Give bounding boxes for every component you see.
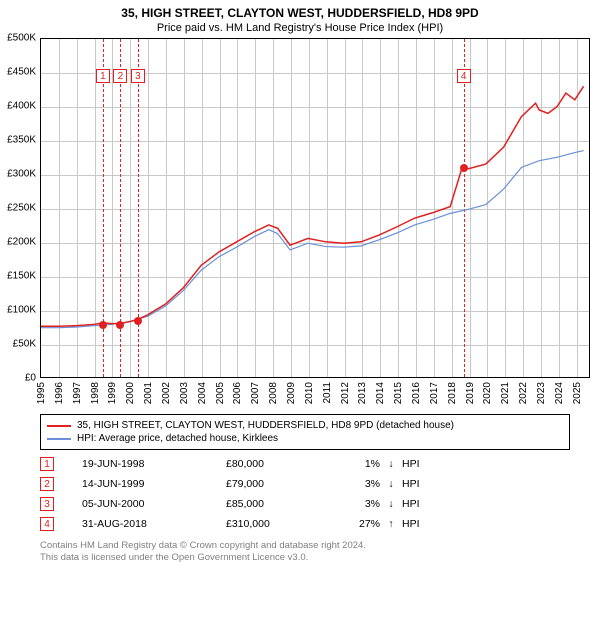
x-tick-label: 2005: [215, 382, 226, 404]
transaction-number: 1: [40, 457, 54, 471]
x-tick-label: 2014: [375, 382, 386, 404]
legend-swatch: [47, 438, 71, 440]
transactions-table: 1 19-JUN-1998 £80,000 1% ↓ HPI 2 14-JUN-1999 £79…: [40, 454, 570, 534]
x-tick-label: 2016: [411, 382, 422, 404]
x-tick-label: 2025: [572, 382, 583, 404]
transaction-row: 1 19-JUN-1998 £80,000 1% ↓ HPI: [40, 454, 570, 474]
series-price_paid: [41, 86, 584, 326]
x-tick-label: 2012: [340, 382, 351, 404]
y-tick-label: £450K: [7, 67, 36, 78]
x-tick-label: 2010: [304, 382, 315, 404]
x-tick-label: 1997: [72, 382, 83, 404]
legend-item: HPI: Average price, detached house, Kirk…: [47, 432, 563, 445]
x-tick-label: 1995: [36, 382, 47, 404]
footer-line-1: Contains HM Land Registry data © Crown c…: [40, 540, 570, 552]
x-tick-label: 2003: [179, 382, 190, 404]
transaction-number: 4: [40, 517, 54, 531]
transaction-price: £85,000: [226, 498, 326, 510]
x-tick-label: 2011: [322, 382, 333, 404]
x-tick-label: 1996: [54, 382, 65, 404]
plot-region: 123 4: [40, 38, 590, 378]
y-tick-label: £150K: [7, 271, 36, 282]
x-tick-label: 2020: [482, 382, 493, 404]
y-tick-label: £400K: [7, 101, 36, 112]
legend-label: 35, HIGH STREET, CLAYTON WEST, HUDDERSFI…: [77, 420, 454, 431]
arrow-down-icon: ↓: [384, 478, 398, 490]
arrow-up-icon: ↑: [384, 518, 398, 530]
y-tick-label: £100K: [7, 305, 36, 316]
event-number-box: 2: [113, 69, 127, 83]
event-marker: [460, 164, 468, 172]
transaction-row: 4 31-AUG-2018 £310,000 27% ↑ HPI: [40, 514, 570, 534]
transaction-price: £310,000: [226, 518, 326, 530]
transaction-hpi-label: HPI: [402, 498, 420, 510]
x-tick-label: 2023: [536, 382, 547, 404]
event-marker: [134, 317, 142, 325]
y-tick-label: £250K: [7, 203, 36, 214]
transaction-row: 3 05-JUN-2000 £85,000 3% ↓ HPI: [40, 494, 570, 514]
arrow-down-icon: ↓: [384, 458, 398, 470]
transaction-percent: 3%: [330, 498, 380, 510]
transaction-price: £80,000: [226, 458, 326, 470]
arrow-down-icon: ↓: [384, 498, 398, 510]
x-tick-label: 2007: [250, 382, 261, 404]
chart-subtitle: Price paid vs. HM Land Registry's House …: [0, 20, 600, 38]
event-number-box: 3: [131, 69, 145, 83]
transaction-percent: 3%: [330, 478, 380, 490]
x-tick-label: 1999: [107, 382, 118, 404]
chart-title: 35, HIGH STREET, CLAYTON WEST, HUDDERSFI…: [0, 0, 600, 20]
x-tick-label: 2024: [554, 382, 565, 404]
transaction-date: 14-JUN-1999: [82, 478, 222, 490]
transaction-row: 2 14-JUN-1999 £79,000 3% ↓ HPI: [40, 474, 570, 494]
x-tick-label: 2001: [143, 382, 154, 404]
transaction-number: 3: [40, 497, 54, 511]
transaction-percent: 27%: [330, 518, 380, 530]
x-tick-label: 2000: [125, 382, 136, 404]
legend-label: HPI: Average price, detached house, Kirk…: [77, 433, 278, 444]
event-number-box: 4: [457, 69, 471, 83]
x-tick-label: 2019: [465, 382, 476, 404]
y-tick-label: £200K: [7, 237, 36, 248]
x-tick-label: 2022: [518, 382, 529, 404]
transaction-price: £79,000: [226, 478, 326, 490]
legend: 35, HIGH STREET, CLAYTON WEST, HUDDERSFI…: [40, 414, 570, 450]
transaction-percent: 1%: [330, 458, 380, 470]
x-tick-label: 2002: [161, 382, 172, 404]
x-axis-labels: 1995199619971998199920002001200220032004…: [40, 380, 590, 408]
x-tick-label: 2013: [357, 382, 368, 404]
y-tick-label: £0: [25, 373, 36, 384]
x-tick-label: 2015: [393, 382, 404, 404]
legend-swatch: [47, 425, 71, 427]
transaction-date: 19-JUN-1998: [82, 458, 222, 470]
y-tick-label: £350K: [7, 135, 36, 146]
x-tick-label: 1998: [90, 382, 101, 404]
y-axis-labels: £0£50K£100K£150K£200K£250K£300K£350K£400…: [0, 38, 38, 378]
transaction-date: 05-JUN-2000: [82, 498, 222, 510]
event-marker: [99, 321, 107, 329]
event-number-box: 1: [96, 69, 110, 83]
y-tick-label: £500K: [7, 33, 36, 44]
transaction-hpi-label: HPI: [402, 458, 420, 470]
transaction-date: 31-AUG-2018: [82, 518, 222, 530]
event-marker: [116, 321, 124, 329]
x-tick-label: 2006: [232, 382, 243, 404]
footer-attribution: Contains HM Land Registry data © Crown c…: [40, 540, 570, 565]
x-tick-label: 2004: [197, 382, 208, 404]
x-tick-label: 2018: [447, 382, 458, 404]
chart-area: £0£50K£100K£150K£200K£250K£300K£350K£400…: [40, 38, 590, 408]
transaction-hpi-label: HPI: [402, 518, 420, 530]
y-tick-label: £50K: [13, 339, 36, 350]
transaction-number: 2: [40, 477, 54, 491]
x-tick-label: 2021: [500, 382, 511, 404]
legend-item: 35, HIGH STREET, CLAYTON WEST, HUDDERSFI…: [47, 419, 563, 432]
x-tick-label: 2009: [286, 382, 297, 404]
transaction-hpi-label: HPI: [402, 478, 420, 490]
x-tick-label: 2008: [268, 382, 279, 404]
footer-line-2: This data is licensed under the Open Gov…: [40, 552, 570, 564]
y-tick-label: £300K: [7, 169, 36, 180]
x-tick-label: 2017: [429, 382, 440, 404]
